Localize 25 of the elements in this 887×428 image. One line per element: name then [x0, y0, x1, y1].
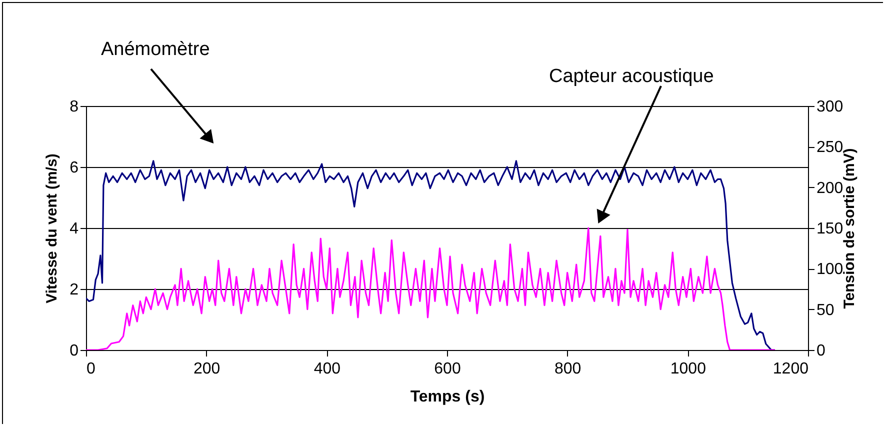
x-tick-label: 800	[554, 360, 582, 378]
y-tick-label: 0	[70, 342, 79, 360]
y-axis-title: Vitesse du vent (m/s)	[44, 154, 61, 304]
y-tick-label: 8	[70, 98, 79, 116]
line-series	[86, 227, 776, 350]
y-tick-label: 4	[70, 220, 79, 238]
y2-tick-label: 50	[816, 302, 834, 319]
y2-tick-label: 200	[816, 180, 844, 197]
x-tick-label: 1200	[772, 360, 809, 378]
y2-tick-label: 300	[816, 98, 844, 116]
x-tick-label: 400	[314, 360, 341, 378]
y2-tick-label: 0	[816, 342, 826, 360]
x-tick-label: 600	[434, 360, 461, 378]
y-tick-label: 2	[70, 282, 79, 298]
text: Capteur acoustique	[549, 66, 714, 87]
x-tick-label: 1000	[670, 360, 706, 378]
text: Anémomètre	[101, 39, 210, 60]
y2-tick-label: 100	[816, 261, 844, 278]
y2-tick-label: 250	[816, 139, 844, 156]
y-tick-label: 6	[70, 160, 79, 176]
y2-axis-title: Tension de sortie (mV)	[841, 148, 858, 309]
x-axis-title: Temps (s)	[410, 388, 485, 406]
x-tick-label: 200	[193, 360, 220, 378]
x-tick-label: 0	[86, 360, 96, 378]
y2-tick-label: 150	[816, 220, 844, 238]
